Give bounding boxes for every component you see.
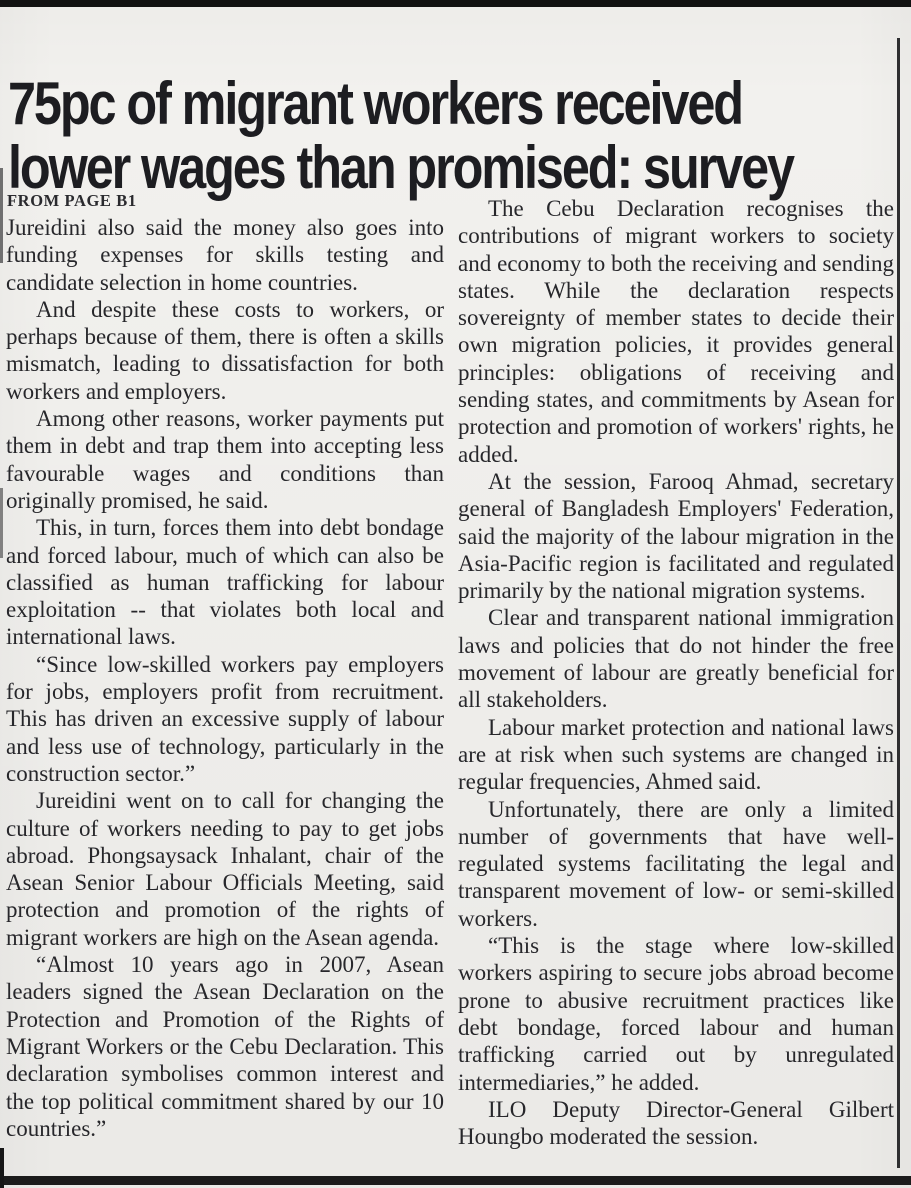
article-paragraph: Jureidini also said the money also goes … bbox=[6, 215, 444, 295]
scan-edge-artifact bbox=[0, 488, 3, 558]
article-column-right: The Cebu Declaration recognises the cont… bbox=[458, 195, 894, 1150]
article-paragraph: ILO Deputy Director-General Gilbert Houn… bbox=[458, 1096, 894, 1150]
right-column-rule bbox=[897, 38, 900, 1168]
scan-edge-artifact bbox=[0, 168, 3, 263]
top-rule-divider bbox=[0, 0, 911, 7]
article-paragraph: “Almost 10 years ago in 2007, Asean lead… bbox=[6, 952, 444, 1141]
article-column-left: Jureidini also said the money also goes … bbox=[6, 214, 444, 1142]
article-paragraph: Jureidini went on to call for changing t… bbox=[6, 788, 444, 950]
article-paragraph: This, in turn, forces them into debt bon… bbox=[6, 515, 444, 650]
headline-line-1: 75pc of migrant workers received bbox=[8, 70, 744, 138]
article-paragraph: “This is the stage where low-skilled wor… bbox=[458, 933, 894, 1095]
article-headline: 75pc of migrant workers received lower w… bbox=[8, 72, 888, 200]
scan-edge-artifact bbox=[0, 1148, 4, 1188]
article-paragraph: Clear and transparent national immigrati… bbox=[458, 605, 894, 713]
bottom-rule-divider bbox=[0, 1176, 911, 1185]
article-paragraph: Unfortunately, there are only a limited … bbox=[458, 796, 894, 931]
headline-line-2: lower wages than promised: survey bbox=[8, 134, 795, 202]
article-paragraph: Among other reasons, worker payments put… bbox=[6, 406, 444, 513]
article-paragraph: At the session, Farooq Ahmad, secretary … bbox=[458, 468, 894, 604]
continued-from-kicker: FROM PAGE B1 bbox=[7, 191, 137, 210]
article-paragraph: “Since low-skilled workers pay employers… bbox=[6, 651, 444, 786]
article-paragraph: Labour market protection and national la… bbox=[458, 714, 894, 795]
article-paragraph: And despite these costs to workers, or p… bbox=[6, 296, 444, 404]
article-paragraph: The Cebu Declaration recognises the cont… bbox=[458, 196, 894, 467]
